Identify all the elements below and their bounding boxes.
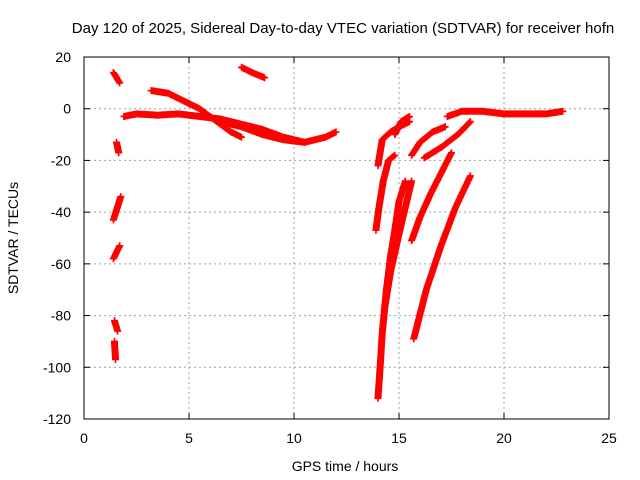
data-points [109,69,125,363]
y-tick-label: 0 [63,101,71,117]
y-tick-label: 20 [55,49,71,65]
series-arc-h [380,123,449,314]
data-points [238,63,269,82]
y-tick-label: -40 [51,204,71,220]
series-arc-j [410,172,474,343]
data-points [372,113,413,234]
x-tick-label: 0 [80,430,88,446]
x-tick-label: 5 [185,430,193,446]
x-tick-label: 25 [601,430,617,446]
y-tick-label: -80 [51,308,71,324]
x-tick-label: 20 [496,430,512,446]
y-tick-label: -120 [43,411,71,427]
series-arc-k [443,107,567,120]
data-points [380,123,449,314]
y-axis-label: SDTVAR / TECUs [5,182,21,294]
axis-ticks: 0 5 10 15 20 25 20 0 -20 -40 -60 -80 -100 -120 [43,49,617,446]
series-arc-f [372,113,413,234]
data-points [410,172,474,343]
y-tick-label: -20 [51,152,71,168]
x-tick-label: 10 [286,430,302,446]
data-points [408,118,474,245]
x-axis-label: GPS time / hours [292,458,399,474]
series-arc-e [238,63,269,82]
series-arc-d [217,118,308,146]
series-arc-a [109,69,125,363]
data-points [443,107,567,120]
x-tick-label: 15 [391,430,407,446]
series-arc-i [408,118,474,245]
y-tick-label: -60 [51,256,71,272]
data-marks [109,63,567,402]
chart-title: Day 120 of 2025, Sidereal Day-to-day VTE… [72,20,614,37]
data-points [217,118,308,146]
plot-frame [83,56,610,420]
y-tick-label: -100 [43,359,71,375]
